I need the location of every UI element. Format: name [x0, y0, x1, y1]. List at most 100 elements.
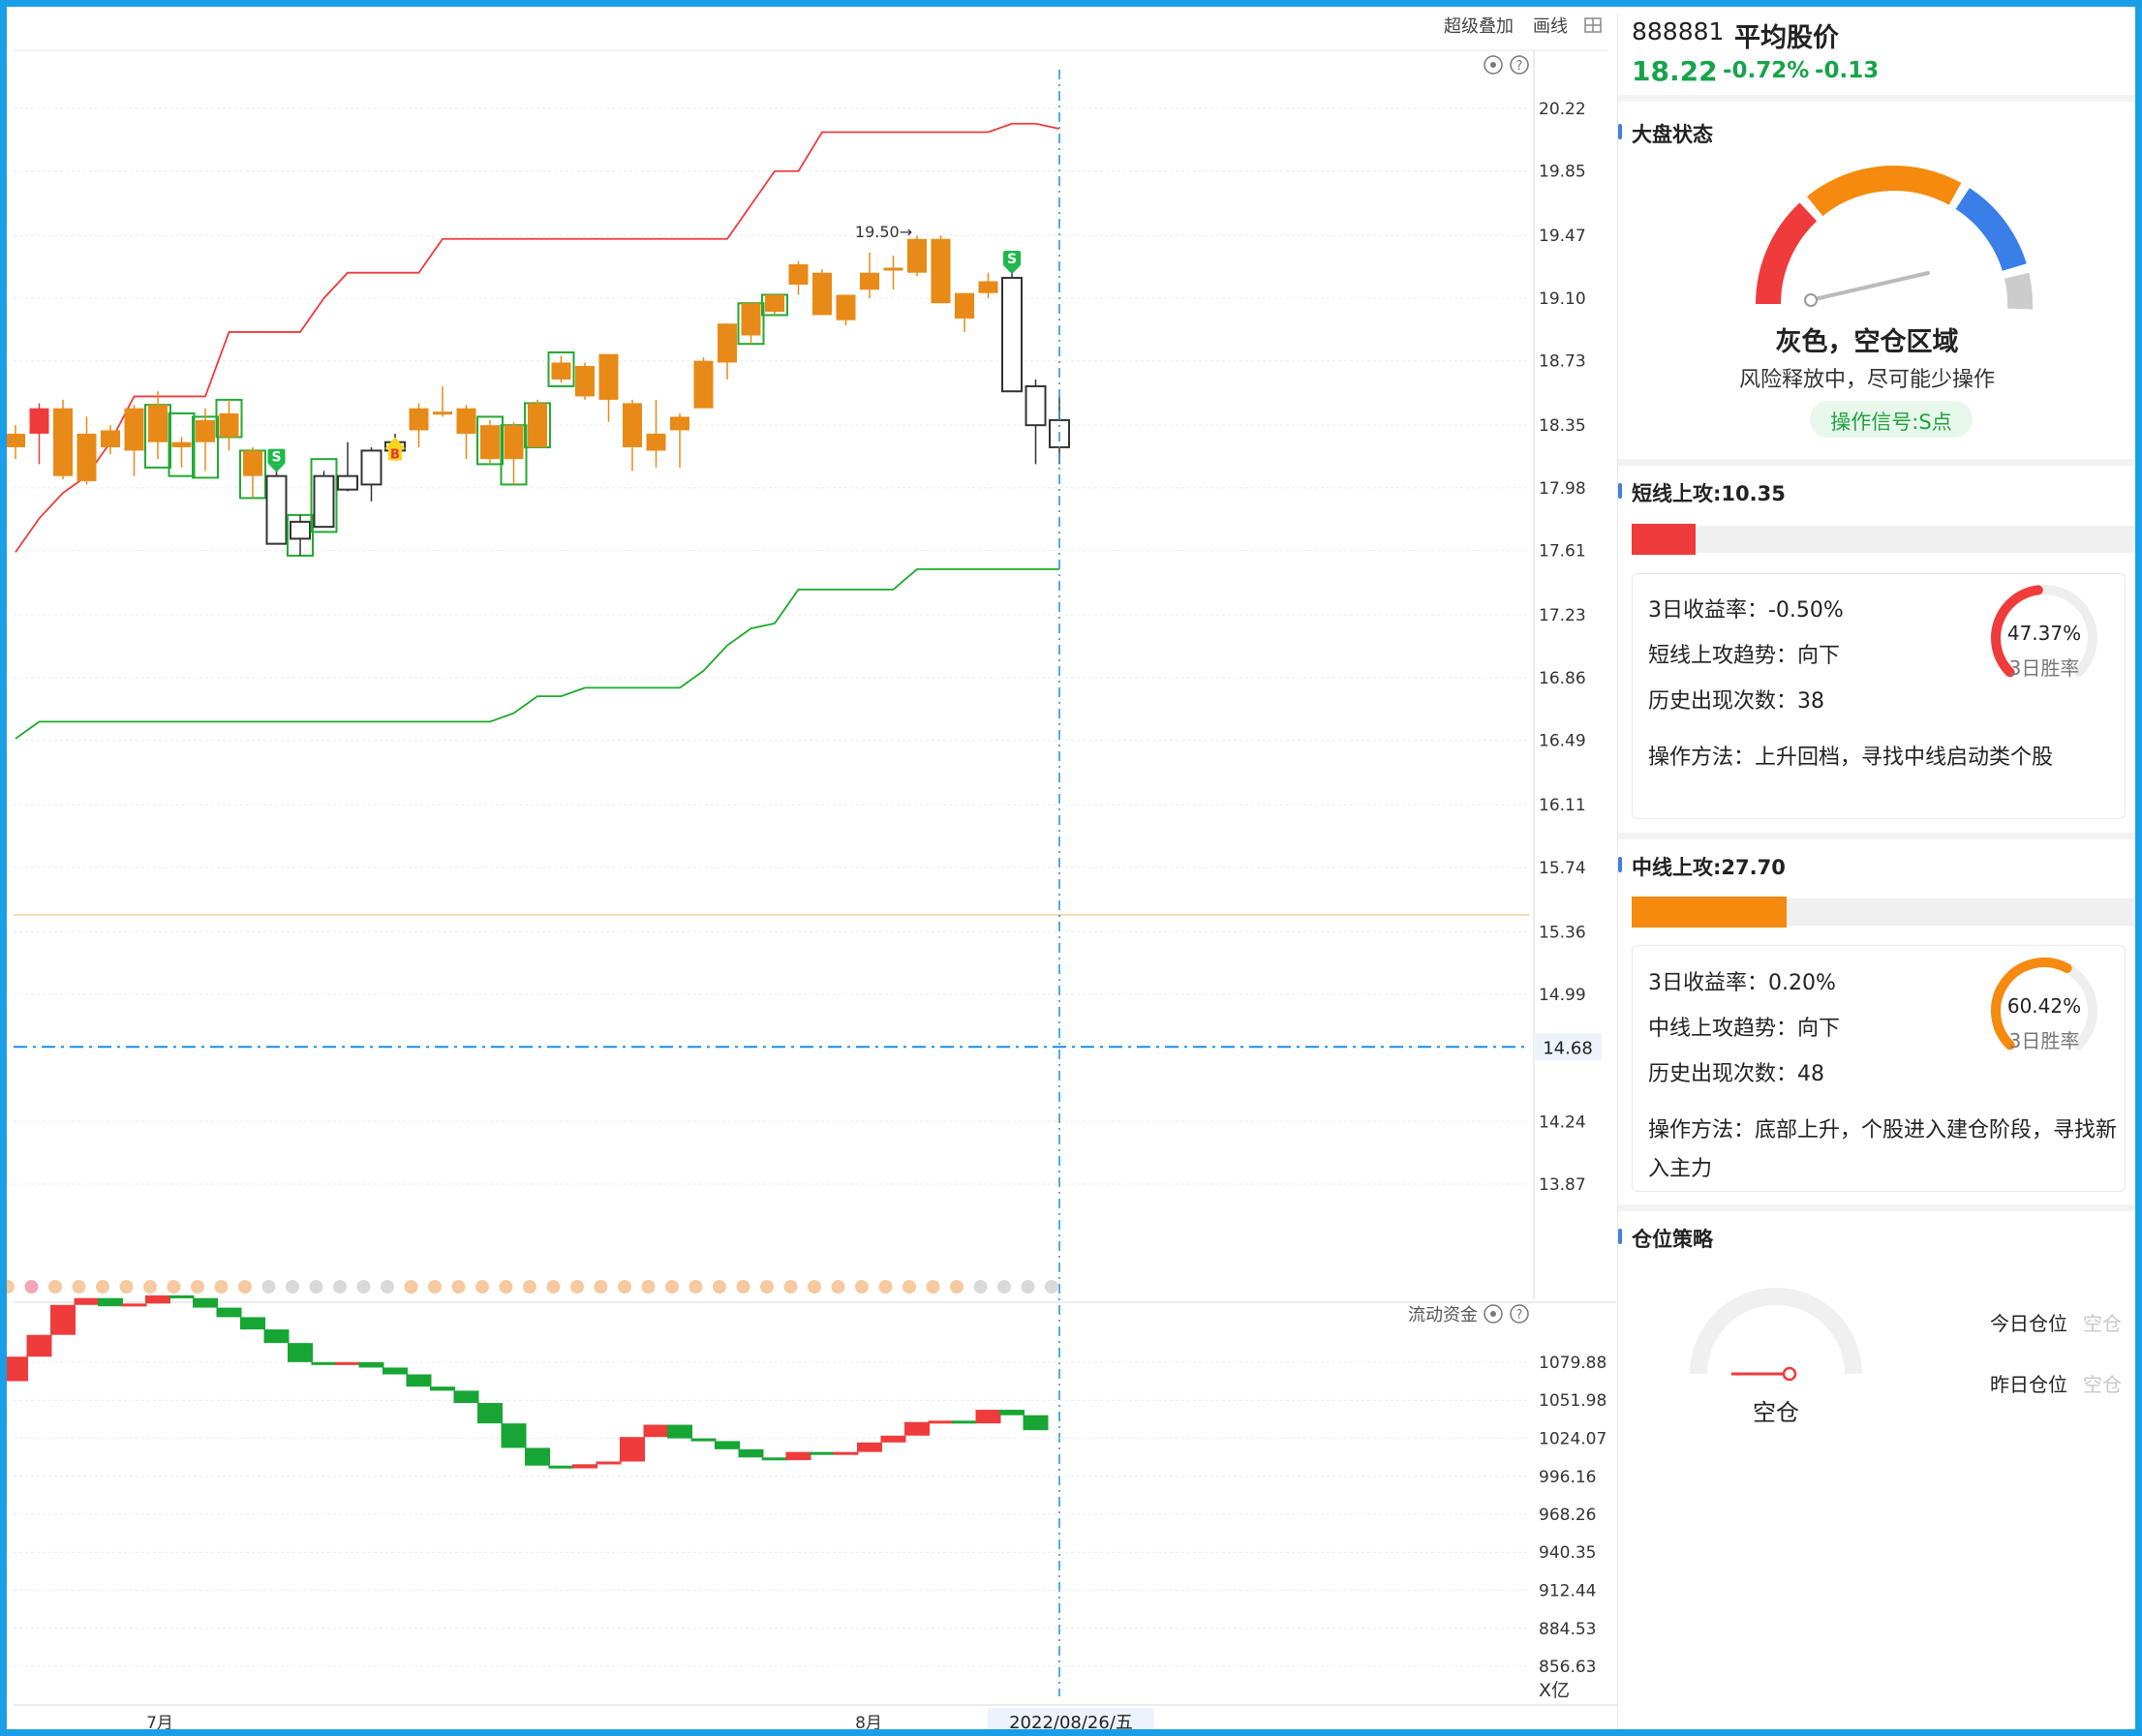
flow-bar: [643, 1424, 669, 1438]
candle[interactable]: [265, 471, 288, 545]
candle[interactable]: [907, 235, 927, 277]
x-tick-label: 7月: [146, 1714, 173, 1733]
help-icon[interactable]: ?: [1510, 1304, 1529, 1324]
signal-box: [168, 411, 196, 477]
candle[interactable]: [476, 415, 504, 466]
candle[interactable]: [7, 425, 25, 460]
flow-bar: [928, 1420, 954, 1424]
gauge-needle: [1813, 271, 1930, 301]
flow-bar: [406, 1374, 432, 1387]
price-tick-label: 18.35: [1539, 416, 1586, 436]
flow-bar: [382, 1367, 408, 1375]
candle[interactable]: [812, 269, 832, 316]
candle[interactable]: [124, 405, 144, 476]
candle[interactable]: [144, 391, 171, 469]
sell-marker-letter: S: [1007, 252, 1017, 267]
candle[interactable]: [670, 412, 689, 468]
position-section-title: 仓位策略: [1618, 1224, 1713, 1253]
help-icon[interactable]: ?: [1510, 55, 1529, 75]
flow-bar: [667, 1424, 692, 1439]
candle-body: [860, 272, 879, 290]
candle[interactable]: [524, 399, 551, 448]
mid-trend: 中线上攻趋势：向下: [1648, 1017, 1841, 1041]
overlay-button[interactable]: 超级叠加: [1444, 16, 1514, 37]
candle[interactable]: [860, 252, 879, 298]
candle-body: [623, 403, 642, 447]
candle[interactable]: [737, 302, 765, 346]
draw-line-button[interactable]: 画线: [1533, 16, 1568, 37]
sell-marker-letter: S: [271, 450, 281, 466]
current-price-tag: [1534, 1033, 1602, 1061]
status-dot: [713, 1280, 726, 1294]
candle[interactable]: [168, 411, 196, 477]
candle[interactable]: [761, 293, 788, 317]
status-dot: [404, 1280, 418, 1294]
candle-body: [313, 474, 335, 529]
candle[interactable]: [883, 256, 903, 290]
chart-area[interactable]: 超级叠加 画线? 20.22 19.85 19.47 19.10 18.73 18.35 17.…: [7, 7, 1617, 1736]
settings-icon-dot: [1490, 62, 1496, 68]
candle[interactable]: [409, 403, 429, 447]
candle[interactable]: [310, 458, 338, 533]
today-position-value: 空仓: [2083, 1312, 2122, 1335]
price-tick-label: 16.49: [1539, 732, 1586, 751]
candle-body: [360, 449, 382, 486]
candle[interactable]: [788, 260, 809, 295]
flow-tick-label: 1079.88: [1539, 1354, 1606, 1373]
candle[interactable]: [360, 446, 382, 502]
candle[interactable]: [547, 350, 575, 387]
candle-body: [480, 425, 500, 460]
status-dot: [333, 1280, 347, 1294]
candle[interactable]: [215, 398, 243, 451]
flow-unit-label: X亿: [1539, 1680, 1570, 1701]
gauge-needle-pivot: [1804, 293, 1818, 307]
candle-body: [670, 416, 689, 431]
settings-icon[interactable]: [1484, 55, 1503, 75]
flow-bar: [145, 1294, 170, 1304]
candle[interactable]: [239, 446, 266, 500]
status-dot: [760, 1280, 774, 1294]
status-dot: [855, 1280, 869, 1294]
settings-icon[interactable]: [1484, 1304, 1503, 1324]
candle[interactable]: [718, 323, 737, 380]
candle[interactable]: [192, 408, 219, 479]
status-dot: [238, 1280, 252, 1294]
candle[interactable]: [575, 362, 595, 400]
candle[interactable]: [76, 416, 97, 485]
candle[interactable]: [337, 442, 358, 492]
short-return: 3日收益率：-0.50%: [1648, 598, 1844, 623]
candle-body: [504, 425, 524, 460]
candle[interactable]: [29, 403, 49, 465]
status-dot: [831, 1280, 845, 1294]
flow-bar: [999, 1410, 1025, 1416]
candle[interactable]: [101, 425, 120, 454]
price-tick-label: 18.73: [1539, 352, 1586, 372]
candle[interactable]: [646, 399, 666, 468]
candle-body: [978, 281, 998, 293]
candle[interactable]: [53, 399, 73, 480]
flow-bar: [98, 1297, 123, 1307]
candle[interactable]: [500, 421, 528, 486]
candle[interactable]: [433, 385, 452, 417]
x-tick-label: 8月: [855, 1714, 882, 1733]
candle[interactable]: [287, 513, 314, 557]
mid-method: 操作方法：底部上升，个股进入建仓阶段，寻找新: [1648, 1118, 2118, 1142]
crosshair-date-label: 2022/08/26/五: [1009, 1713, 1133, 1733]
candle[interactable]: [693, 357, 714, 409]
candle[interactable]: [955, 292, 974, 332]
flow-bar: [762, 1457, 787, 1461]
status-dot: [261, 1280, 276, 1294]
candle[interactable]: [456, 405, 476, 460]
candle[interactable]: [1025, 379, 1047, 465]
candle[interactable]: [623, 399, 642, 472]
candle[interactable]: [836, 294, 856, 325]
flow-tick-label: 968.26: [1539, 1506, 1596, 1525]
candle[interactable]: [978, 272, 998, 298]
candle[interactable]: [598, 353, 619, 422]
candle-body: [693, 360, 714, 409]
candle[interactable]: [1001, 272, 1023, 393]
candle[interactable]: [931, 235, 951, 304]
status-dot: [618, 1280, 631, 1294]
grid-icon[interactable]: [1584, 17, 1602, 33]
flow-tick-label: 1051.98: [1539, 1391, 1606, 1411]
